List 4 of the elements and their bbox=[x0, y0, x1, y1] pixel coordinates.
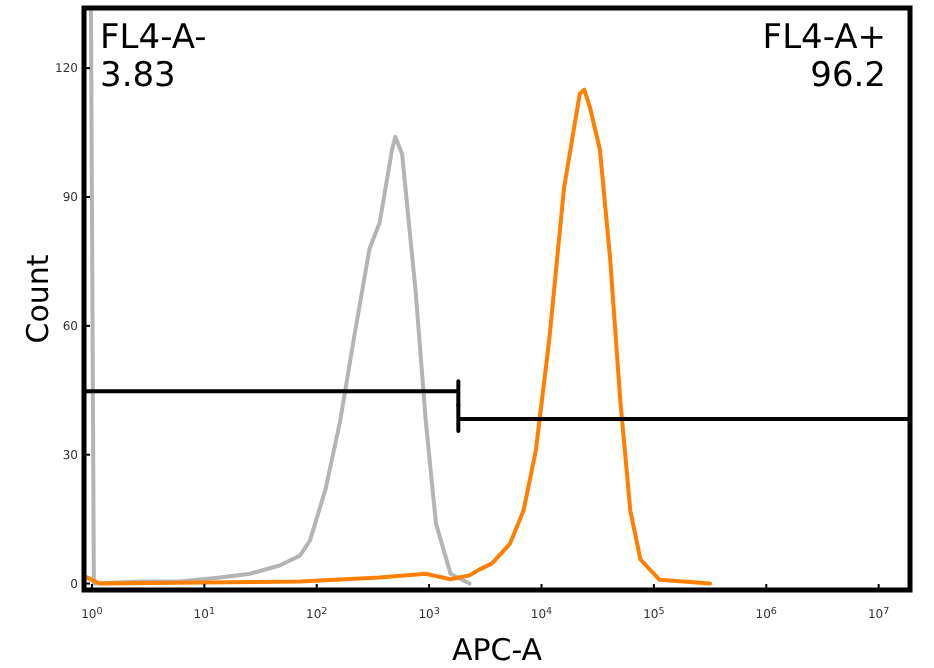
y-axis-title: Count bbox=[20, 254, 56, 344]
annotation: FL4-A- 3.83 bbox=[100, 18, 207, 96]
annotation: FL4-A+ 96.2 bbox=[762, 18, 886, 96]
x-axis-title: APC-A bbox=[451, 632, 544, 668]
